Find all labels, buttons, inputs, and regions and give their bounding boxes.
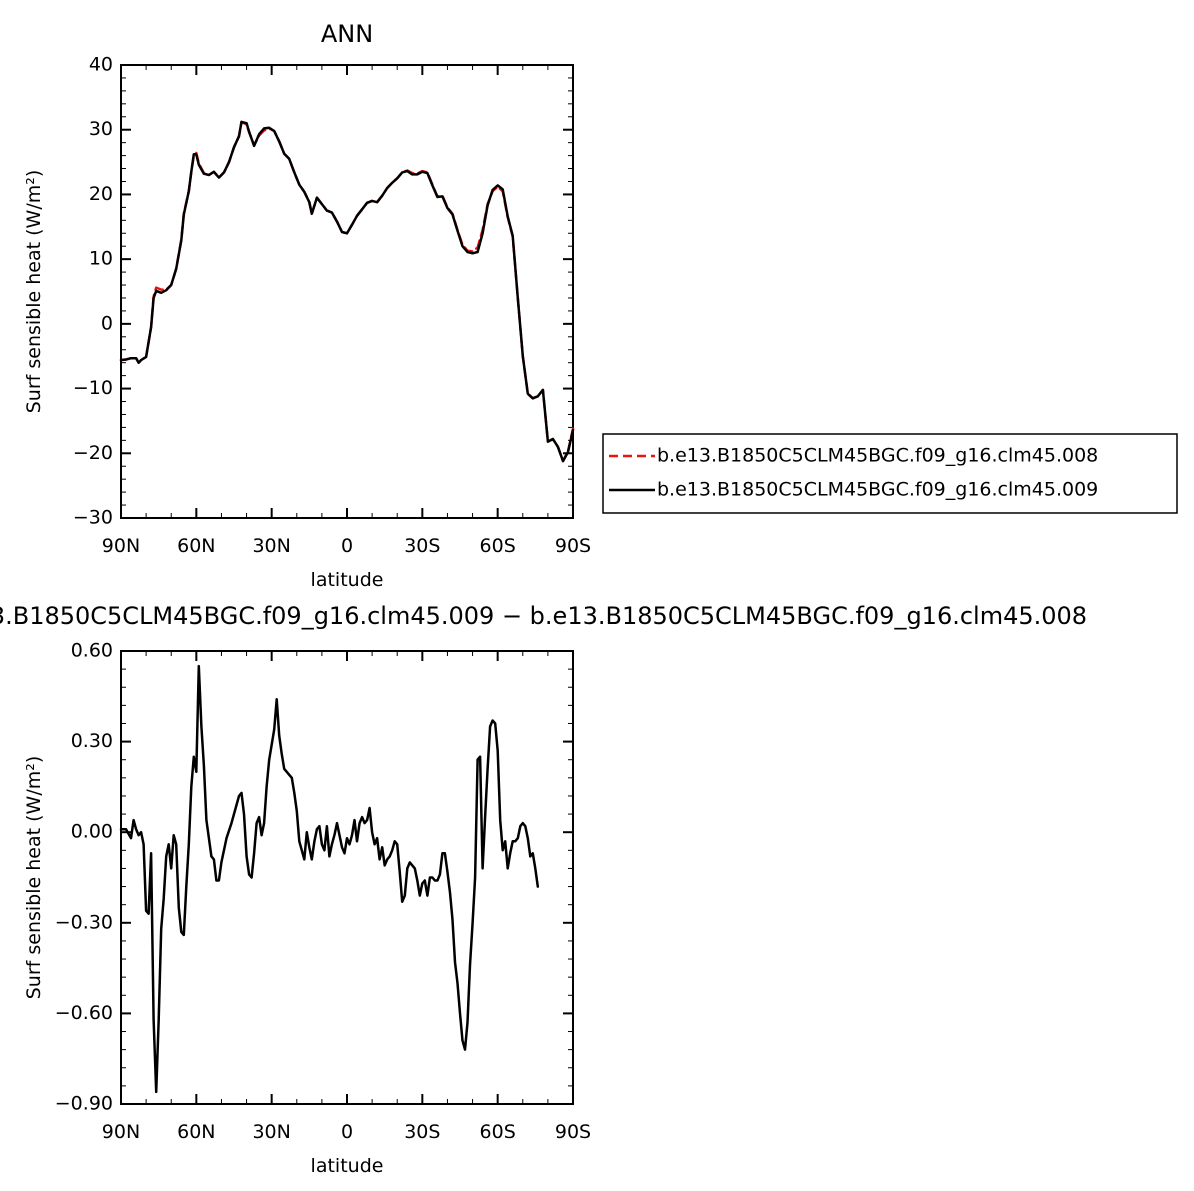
y-tick-label: −0.90 [55, 1093, 113, 1115]
y-tick-label: 0 [101, 312, 113, 334]
y-tick-label: −10 [73, 377, 113, 399]
x-tick-label: 30S [404, 535, 440, 557]
y-tick-label: −30 [73, 507, 113, 529]
legend-box [602, 433, 1178, 514]
plot-frame [120, 650, 574, 1105]
x-tick-label: 30N [252, 1121, 290, 1143]
y-tick-label: −0.30 [55, 911, 113, 933]
y-tick-label: 0.30 [71, 730, 113, 752]
x-tick-label: 60S [480, 535, 516, 557]
x-tick-label: 90N [102, 535, 140, 557]
top-panel: ANN −30 −20 −10 0 10 20 30 40 90N 60N 30N 0 30S 60S 90S… [23, 20, 1178, 591]
x-axis-label: latitude [311, 1155, 384, 1177]
legend-label-1: b.e13.B1850C5CLM45BGC.f09_g16.clm45.009 [657, 479, 1098, 501]
chart-title: b.e13.B1850C5CLM45BGC.f09_g16.clm45.009 … [0, 602, 1087, 630]
x-tick-label: 90S [555, 535, 591, 557]
series-line-0 [119, 120, 575, 463]
y-tick-label: 30 [89, 118, 113, 140]
x-tick-label: 60N [177, 1121, 215, 1143]
legend: b.e13.B1850C5CLM45BGC.f09_g16.clm45.008b… [602, 433, 1178, 514]
y-tick-label: −0.60 [55, 1002, 113, 1024]
y-tick-label: 40 [89, 54, 113, 76]
legend-label-0: b.e13.B1850C5CLM45BGC.f09_g16.clm45.008 [657, 445, 1098, 467]
y-tick-label: 0.00 [71, 821, 113, 843]
x-tick-label: 0 [341, 535, 353, 557]
plot-frame [120, 64, 574, 519]
chart-title: ANN [321, 20, 373, 48]
x-tick-label: 90N [102, 1121, 140, 1143]
series-line-0 [119, 664, 540, 1094]
bottom-panel: b.e13.B1850C5CLM45BGC.f09_g16.clm45.009 … [0, 602, 1087, 1177]
series-line-1 [119, 120, 575, 463]
y-tick-label: −20 [73, 442, 113, 464]
x-tick-label: 0 [341, 1121, 353, 1143]
x-tick-label: 60N [177, 535, 215, 557]
x-tick-label: 90S [555, 1121, 591, 1143]
y-tick-label: 0.60 [71, 640, 113, 662]
x-tick-label: 30N [252, 535, 290, 557]
y-tick-label: 10 [89, 248, 113, 270]
x-tick-label: 60S [480, 1121, 516, 1143]
y-tick-label: 20 [89, 183, 113, 205]
x-tick-label: 30S [404, 1121, 440, 1143]
x-axis-label: latitude [311, 569, 384, 591]
y-axis-label: Surf sensible heat (W/m²) [23, 756, 45, 1000]
y-axis-label: Surf sensible heat (W/m²) [23, 170, 45, 414]
